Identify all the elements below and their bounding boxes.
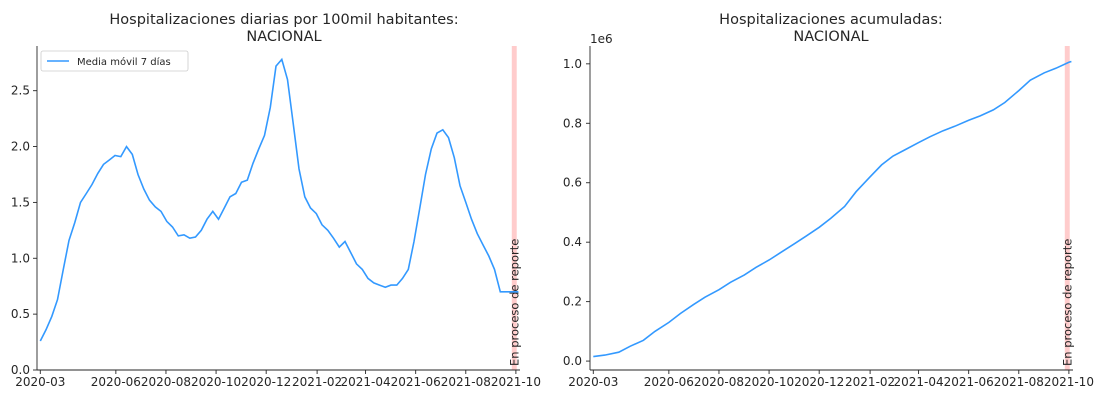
x-tick-label: 2021-02 (292, 375, 342, 389)
chart1-title-line2: NACIONAL (246, 29, 321, 45)
y-tick-label: 2.5 (11, 84, 30, 98)
x-tick-label: 2021-06 (944, 375, 994, 389)
chart2-x-ticks: 2020-03 2020-06 2020-08 2020-10 2020-12 2021-… (568, 370, 1094, 389)
y-tick-label: 0.5 (11, 307, 30, 321)
x-tick-label: 2021-04 (894, 375, 944, 389)
chart1-legend-box (40, 50, 189, 72)
chart2-reporting-band (1064, 46, 1070, 370)
x-tick-label: 2020-03 (15, 375, 65, 389)
y-tick-label: 0.8 (563, 116, 582, 130)
x-tick-label: 2021-08 (441, 375, 491, 389)
chart1-band-label: En proceso de reporte (507, 239, 521, 366)
x-tick-label: 2021-04 (341, 375, 391, 389)
chart1-title-line1: Hospitalizaciones diarias por 100mil hab… (109, 12, 458, 28)
y-tick-label: 0.4 (563, 235, 582, 249)
x-tick-label: 2021-10 (1044, 375, 1094, 389)
chart1-legend-label: Media móvil 7 días (77, 56, 171, 68)
chart2-cumulative-line (593, 60, 1072, 358)
x-tick-label: 2020-10 (744, 375, 794, 389)
x-tick-label: 2020-03 (568, 375, 618, 389)
x-tick-label: 2020-12 (241, 375, 291, 389)
y-tick-label: 1.0 (563, 57, 582, 71)
x-tick-label: 2021-08 (994, 375, 1044, 389)
chart2-title-line2: NACIONAL (793, 29, 868, 45)
chart1-x-ticks: 2020-03 2020-06 2020-08 2020-10 2020-12 2021-… (15, 370, 541, 389)
y-tick-label: 0.0 (563, 354, 582, 368)
x-tick-label: 2020-10 (191, 375, 241, 389)
x-tick-label: 2020-06 (644, 375, 694, 389)
chart-daily-hospitalizations: Hospitalizaciones diarias por 100mil hab… (11, 12, 541, 389)
chart-cumulative-hospitalizations: Hospitalizaciones acumuladas: NACIONAL 1… (563, 12, 1094, 389)
chart1-reporting-band (511, 46, 517, 370)
x-tick-label: 2021-10 (491, 375, 541, 389)
chart2-title-line1: Hospitalizaciones acumuladas: (719, 12, 943, 28)
x-tick-label: 2020-12 (794, 375, 844, 389)
chart1-moving-average-line (39, 57, 519, 342)
chart1-legend: Media móvil 7 días (40, 50, 189, 72)
chart2-y-offset-label: 1e6 (590, 32, 613, 46)
chart2-band-label: En proceso de reporte (1060, 239, 1074, 366)
x-tick-label: 2020-06 (91, 375, 141, 389)
y-tick-label: 1.0 (11, 251, 30, 265)
x-tick-label: 2021-02 (845, 375, 895, 389)
chart1-y-ticks: 0.0 0.5 1.0 1.5 2.0 2.5 (11, 84, 37, 377)
y-tick-label: 2.0 (11, 140, 30, 154)
chart2-y-ticks: 0.0 0.2 0.4 0.6 0.8 1.0 (563, 57, 590, 368)
y-tick-label: 0.2 (563, 295, 582, 309)
x-tick-label: 2020-08 (141, 375, 191, 389)
x-tick-label: 2021-06 (391, 375, 441, 389)
x-tick-label: 2020-08 (694, 375, 744, 389)
y-tick-label: 0.0 (11, 363, 30, 377)
y-tick-label: 0.6 (563, 176, 582, 190)
y-tick-label: 1.5 (11, 195, 30, 209)
